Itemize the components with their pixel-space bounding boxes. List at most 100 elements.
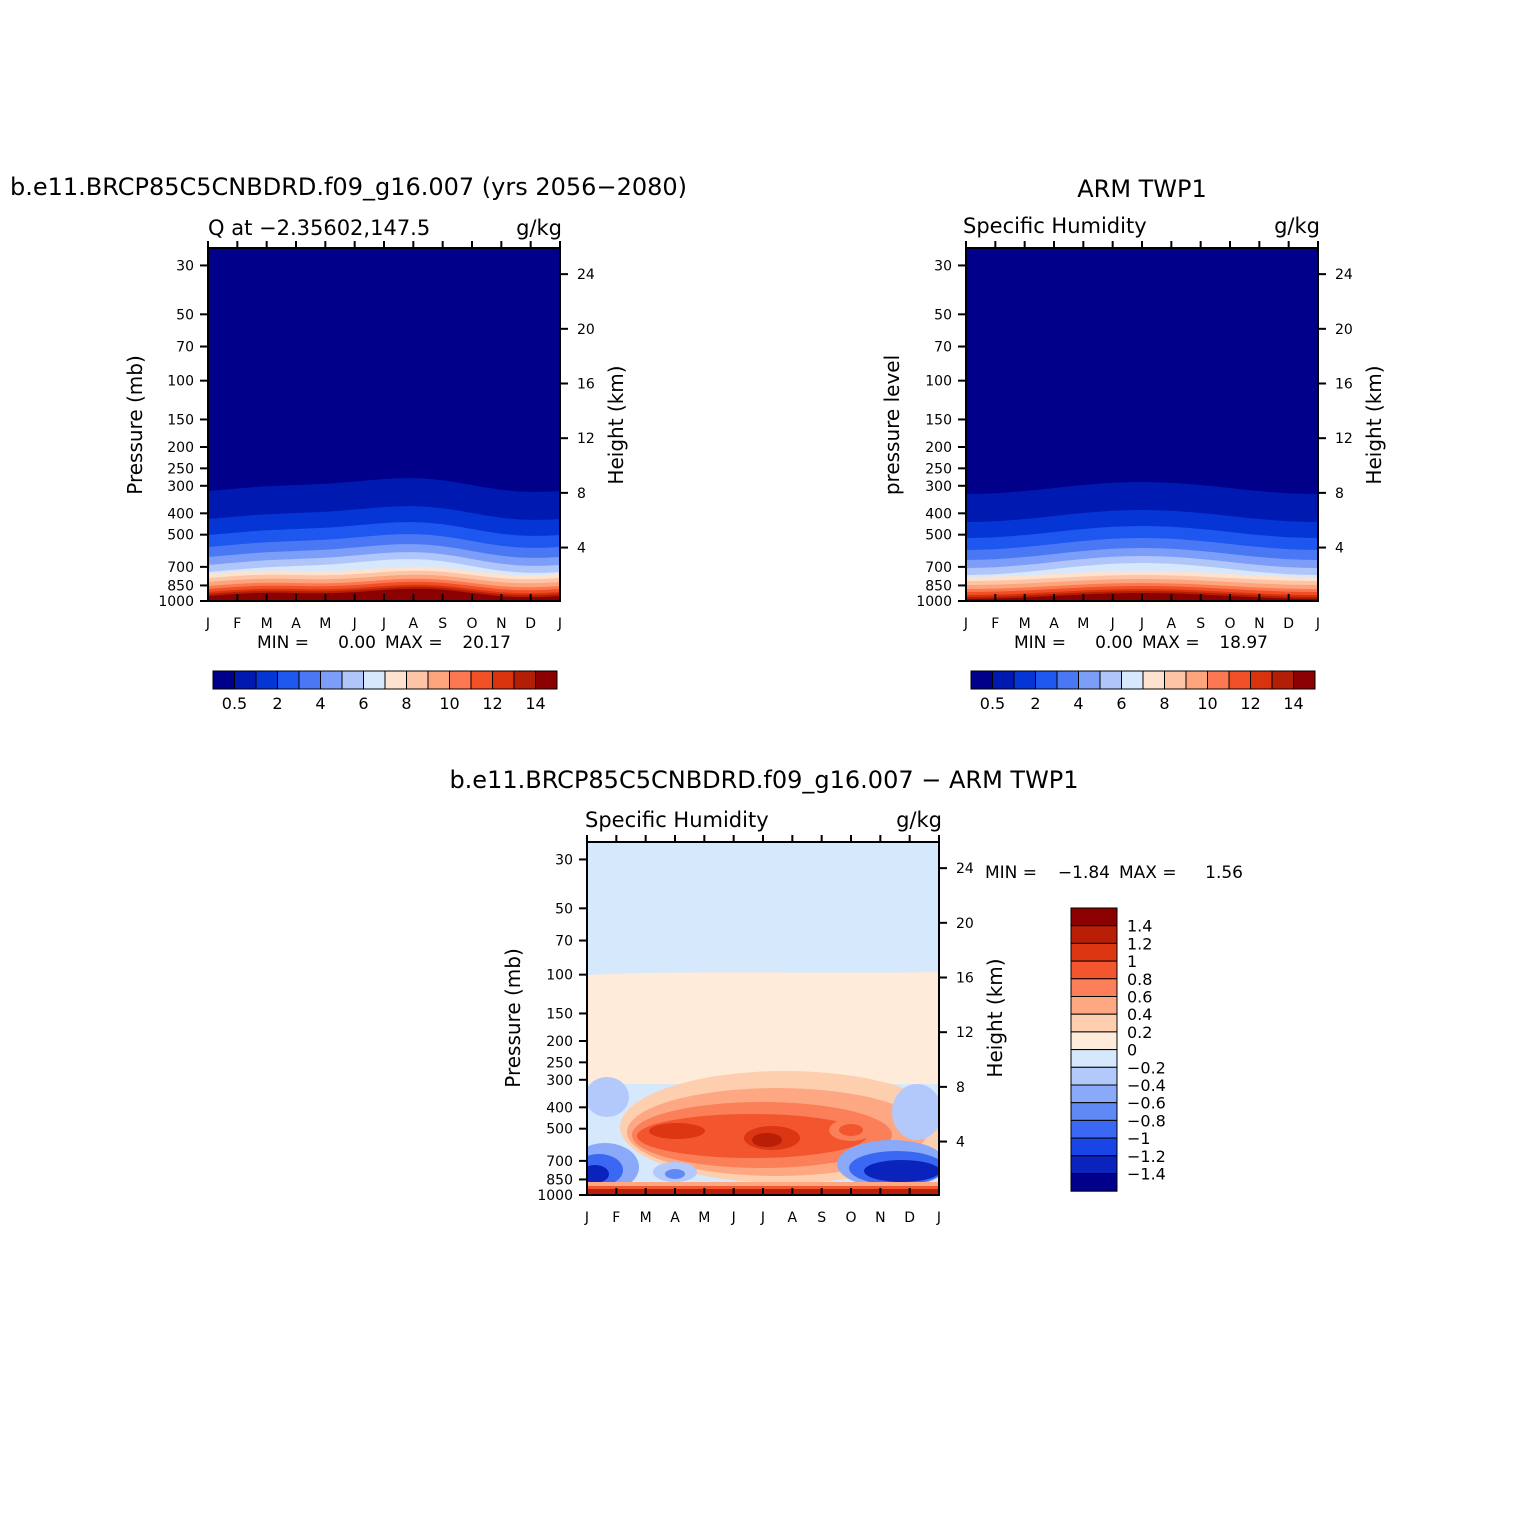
y2-tick-label: 24 xyxy=(1335,267,1353,283)
colorbar-label: 10 xyxy=(1197,694,1217,713)
colorbar-swatch xyxy=(1099,670,1122,690)
colorbar-swatch xyxy=(298,670,321,690)
y-tick-label: 1000 xyxy=(158,594,194,610)
colorbar-label: 0 xyxy=(1127,1041,1137,1060)
panel-diff-axes: J F M A M J J A S O N D J 30 50 70 100 150 200 250 300 400 500… xyxy=(537,835,974,1226)
contour-blob-negative xyxy=(587,1165,609,1183)
colorbar-label: 1.2 xyxy=(1127,934,1152,953)
panel-model-subtitle: Q at −2.35602,147.5 xyxy=(208,216,430,240)
y2-tick-label: 24 xyxy=(956,861,974,877)
colorbar-label: 4 xyxy=(315,694,325,713)
x-tick-label: J xyxy=(1315,616,1320,632)
x-tick-label: N xyxy=(496,616,506,632)
x-tick-label: A xyxy=(409,616,419,632)
x-tick-label: D xyxy=(1283,616,1294,632)
panel-diff: b.e11.BRCP85C5CNBDRD.f09_g16.007 − ARM T… xyxy=(449,766,1243,1226)
x-tick-label: F xyxy=(991,616,999,632)
colorbar-swatch xyxy=(1185,670,1208,690)
y2-tick-label: 8 xyxy=(1335,486,1344,502)
x-tick-label: J xyxy=(352,616,357,632)
colorbar-label: 2 xyxy=(1030,694,1040,713)
x-tick-label: J xyxy=(731,1210,736,1226)
y2-tick-label: 24 xyxy=(577,267,595,283)
colorbar-swatch xyxy=(1070,942,1118,962)
colorbar-swatch xyxy=(234,670,257,690)
y-tick-label: 200 xyxy=(546,1034,573,1050)
x-tick-label: O xyxy=(1224,616,1235,632)
colorbar-label: 0.8 xyxy=(1127,970,1152,989)
y-tick-label: 400 xyxy=(167,506,194,522)
y-tick-label: 30 xyxy=(176,258,194,274)
panel-model-units: g/kg xyxy=(516,216,562,240)
y-tick-label: 150 xyxy=(167,412,194,428)
colorbar-label: 14 xyxy=(525,694,545,713)
colorbar-swatch xyxy=(992,670,1015,690)
colorbar-label: −1.4 xyxy=(1127,1165,1166,1184)
x-tick-label: A xyxy=(670,1210,680,1226)
colorbar-swatch xyxy=(1070,1066,1118,1086)
x-tick-label: J xyxy=(1110,616,1115,632)
colorbar-label: 14 xyxy=(1283,694,1303,713)
y-tick-label: 500 xyxy=(167,528,194,544)
y-tick-label: 500 xyxy=(925,528,952,544)
colorbar-swatch xyxy=(1070,1102,1118,1121)
y-tick-label: 400 xyxy=(546,1100,573,1116)
x-tick-label: M xyxy=(640,1210,652,1226)
colorbar-label: 12 xyxy=(1240,694,1260,713)
panel-diff-contour-field xyxy=(587,842,939,1195)
colorbar-swatch xyxy=(1070,907,1118,927)
y-tick-label: 150 xyxy=(925,412,952,428)
contour-blob-positive xyxy=(649,1123,705,1139)
y-tick-label: 850 xyxy=(925,578,952,594)
contour-blob-negative xyxy=(864,1160,939,1182)
x-tick-label: M xyxy=(1077,616,1089,632)
panel-diff-ylabel-right: Height (km) xyxy=(983,958,1007,1077)
colorbar-label: 6 xyxy=(358,694,368,713)
colorbar-swatch xyxy=(1070,1013,1118,1033)
colorbar-label: 10 xyxy=(439,694,459,713)
x-tick-label: M xyxy=(698,1210,710,1226)
x-tick-label: F xyxy=(612,1210,620,1226)
panel-model-ylabel: Pressure (mb) xyxy=(123,355,147,495)
contour-blob-negative xyxy=(665,1169,685,1179)
colorbar-label: 0.5 xyxy=(980,694,1005,713)
x-tick-label: N xyxy=(1254,616,1264,632)
panel-diff-min-value: −1.84 xyxy=(1058,863,1110,883)
x-tick-label: J xyxy=(1139,616,1144,632)
colorbar-swatch xyxy=(255,670,278,690)
x-tick-label: S xyxy=(438,616,447,632)
colorbar-label: −1 xyxy=(1127,1129,1151,1148)
panel-model-max-value: 20.17 xyxy=(462,633,511,653)
colorbar-swatch xyxy=(320,670,343,690)
y-tick-label: 70 xyxy=(176,340,194,356)
panel-diff-subtitle: Specific Humidity xyxy=(585,808,769,832)
panel-diff-max-value: 1.56 xyxy=(1205,863,1243,883)
x-tick-label: A xyxy=(291,616,301,632)
x-tick-label: J xyxy=(584,1210,589,1226)
y-tick-label: 300 xyxy=(167,479,194,495)
y-tick-label: 30 xyxy=(934,258,952,274)
panel-model-contour-field xyxy=(208,248,560,601)
x-tick-label: M xyxy=(1019,616,1031,632)
panel-obs-ylabel: pressure level xyxy=(880,355,904,495)
x-tick-label: M xyxy=(261,616,273,632)
panel-obs-ylabel-right: Height (km) xyxy=(1362,365,1386,484)
colorbar-swatch xyxy=(470,670,493,690)
colorbar-swatch xyxy=(1035,670,1058,690)
x-tick-label: J xyxy=(557,616,562,632)
x-tick-label: D xyxy=(904,1210,915,1226)
colorbar-swatch xyxy=(384,670,407,690)
colorbar-label: 6 xyxy=(1116,694,1126,713)
colorbar-swatch xyxy=(1207,670,1230,690)
colorbar-swatch xyxy=(970,670,993,690)
y-tick-label: 70 xyxy=(555,934,573,950)
colorbar-swatch xyxy=(1164,670,1187,690)
y2-tick-label: 8 xyxy=(956,1080,965,1096)
y2-tick-label: 20 xyxy=(956,916,974,932)
colorbar-swatch xyxy=(1250,670,1273,690)
x-tick-label: J xyxy=(381,616,386,632)
panel-diff-min-label: MIN = xyxy=(985,863,1037,883)
colorbar-swatch xyxy=(1070,978,1118,997)
y-tick-label: 300 xyxy=(925,479,952,495)
